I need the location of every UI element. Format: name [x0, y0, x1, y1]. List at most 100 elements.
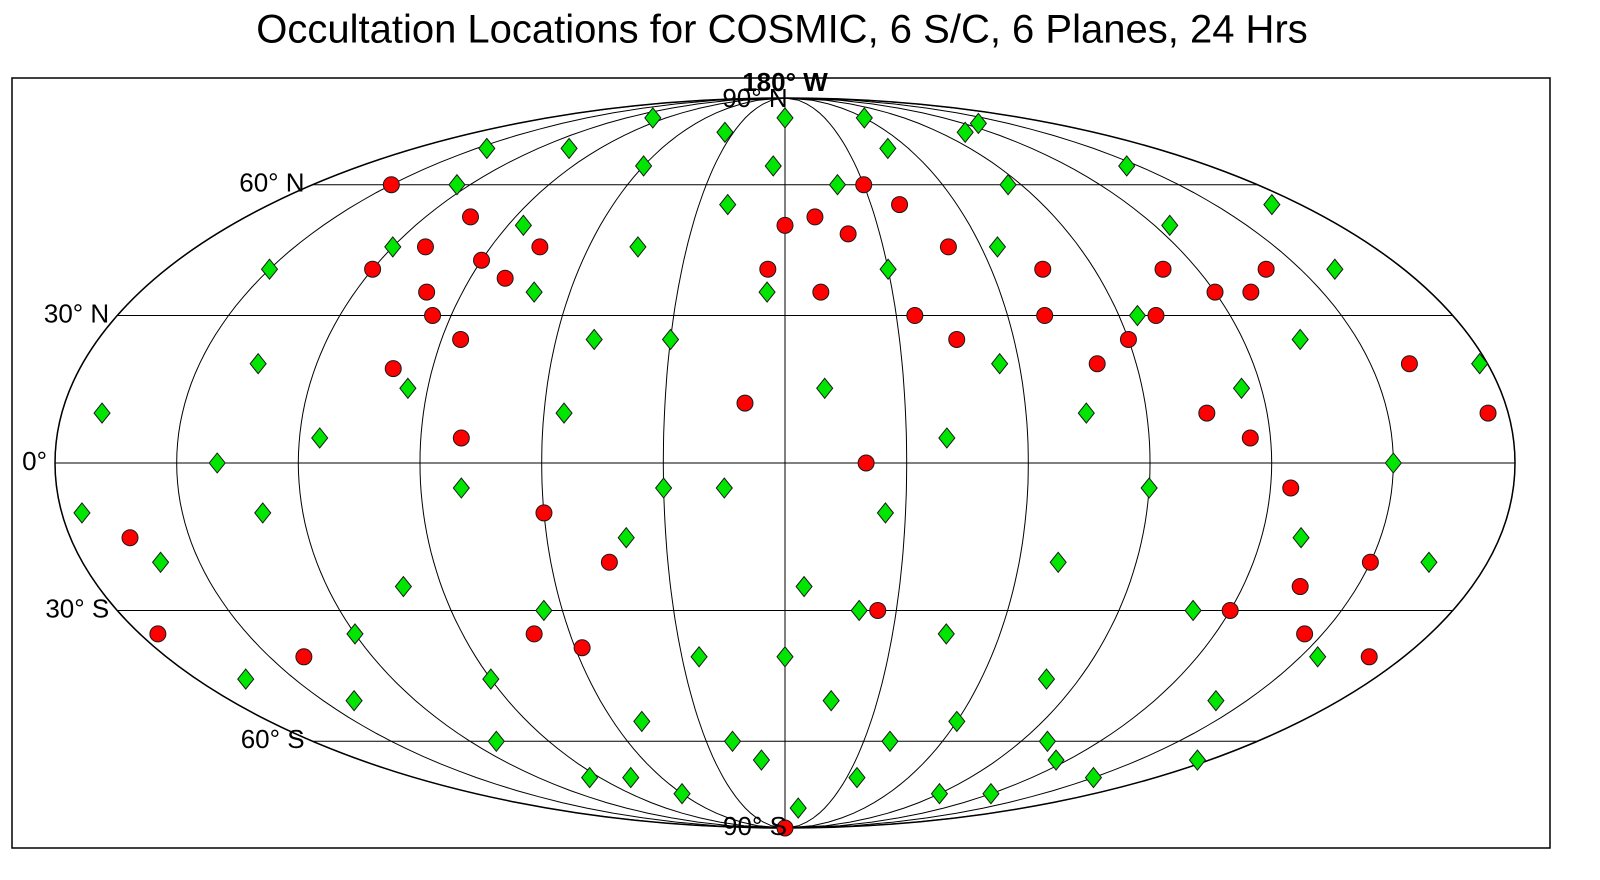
occultation-point: [764, 155, 782, 177]
occultation-point: [1420, 551, 1438, 574]
occultation-point: [991, 352, 1009, 375]
meridian: [784, 97, 1029, 829]
parallel-label: 60° N: [239, 168, 304, 198]
occultation-point: [416, 238, 434, 256]
occultation-point: [399, 377, 417, 400]
occultation-point: [295, 648, 313, 666]
occultation-point: [956, 121, 974, 144]
occultation-point: [1084, 766, 1103, 789]
occultation-point: [382, 176, 400, 194]
occultation-point: [254, 502, 272, 524]
occultation-point: [93, 402, 111, 424]
occultation-point: [208, 452, 226, 474]
occultation-point: [1037, 668, 1056, 690]
pole-label: 90° N: [722, 83, 787, 113]
occultation-point: [869, 601, 887, 619]
occultation-point: [1049, 551, 1067, 574]
occultation-point: [715, 477, 733, 499]
occultation-point: [752, 749, 771, 771]
occultation-point: [1184, 599, 1202, 622]
occultation-point: [736, 394, 754, 412]
occultation-point: [1292, 526, 1310, 549]
occultation-point: [478, 137, 496, 160]
occultation-point: [719, 193, 737, 216]
occultation-point: [482, 668, 500, 690]
occultation-point: [633, 710, 651, 733]
occultation-point: [346, 623, 364, 645]
parallel-label: 0°: [22, 446, 47, 476]
occultation-point: [525, 281, 543, 303]
occultation-point: [1198, 404, 1216, 422]
occultation-point: [496, 269, 514, 287]
occultation-point: [881, 730, 899, 753]
occultation-point: [249, 352, 267, 375]
occultation-point: [988, 236, 1007, 258]
occultation-point: [1128, 304, 1147, 327]
occultation-point: [848, 766, 866, 789]
occultation-point: [906, 307, 924, 325]
occultation-point: [828, 173, 847, 196]
frame: [11, 77, 1551, 849]
occultation-point: [634, 155, 653, 177]
occultation-point: [384, 360, 402, 378]
occultation-point: [999, 173, 1017, 196]
parallel-label: 30° N: [44, 298, 109, 328]
occultation-point: [1479, 404, 1497, 422]
occultation-point: [1038, 730, 1057, 753]
occultation-point: [1257, 260, 1275, 278]
occultation-point: [418, 283, 436, 301]
occultation-point: [1232, 377, 1251, 400]
occultation-point: [1118, 155, 1136, 177]
occultation-point: [1360, 648, 1378, 666]
occultation-point: [1147, 307, 1165, 325]
occultation-point: [535, 504, 553, 522]
occultation-point: [816, 377, 834, 400]
occultation-point: [149, 625, 167, 643]
occultation-point: [629, 236, 647, 258]
occultation-point: [311, 427, 329, 449]
occultation-point: [937, 623, 955, 645]
occultation-point: [879, 137, 897, 160]
occultation-point: [573, 639, 591, 657]
occultation-point: [560, 137, 578, 160]
occultation-point: [452, 330, 470, 348]
occultation-point: [822, 689, 840, 712]
occultation-point: [1077, 402, 1095, 424]
occultation-point: [1291, 328, 1309, 351]
occultation-point: [812, 283, 830, 301]
meridian: [297, 97, 786, 829]
occultation-point: [345, 689, 363, 712]
occultation-point: [237, 668, 255, 690]
occultation-point: [1241, 429, 1259, 447]
occultation-point: [839, 225, 857, 243]
occultation-point: [1296, 625, 1314, 643]
occultation-point: [525, 625, 543, 643]
occultation-point: [776, 646, 794, 668]
occultation-point: [939, 238, 957, 256]
occultation-point: [982, 782, 1000, 805]
occultation-point: [806, 208, 824, 226]
occultation-point: [876, 502, 895, 524]
occultation-point: [930, 782, 949, 805]
meridian: [784, 97, 1273, 829]
occultation-point: [723, 730, 742, 753]
occultation-point: [1263, 193, 1281, 216]
pole-label: 90° S: [723, 811, 787, 841]
occultation-point: [1161, 214, 1179, 237]
occultation-point: [1471, 352, 1489, 375]
occultation-point: [855, 176, 873, 194]
occultation-point: [776, 107, 794, 129]
occultation-point: [260, 258, 279, 280]
meridian: [541, 97, 786, 829]
labels: 60° N 30° N 0° 30° S 60° S 90° N 90° S 180° W: [22, 67, 828, 841]
occultation-point: [1188, 749, 1207, 771]
occultation-point: [879, 258, 897, 280]
occultation-point: [948, 710, 966, 733]
occultation-point: [654, 477, 673, 499]
occultation-point: [789, 797, 807, 819]
occultation-point: [448, 173, 466, 196]
parallel-label: 30° S: [45, 593, 109, 623]
occultation-point: [1361, 553, 1379, 571]
